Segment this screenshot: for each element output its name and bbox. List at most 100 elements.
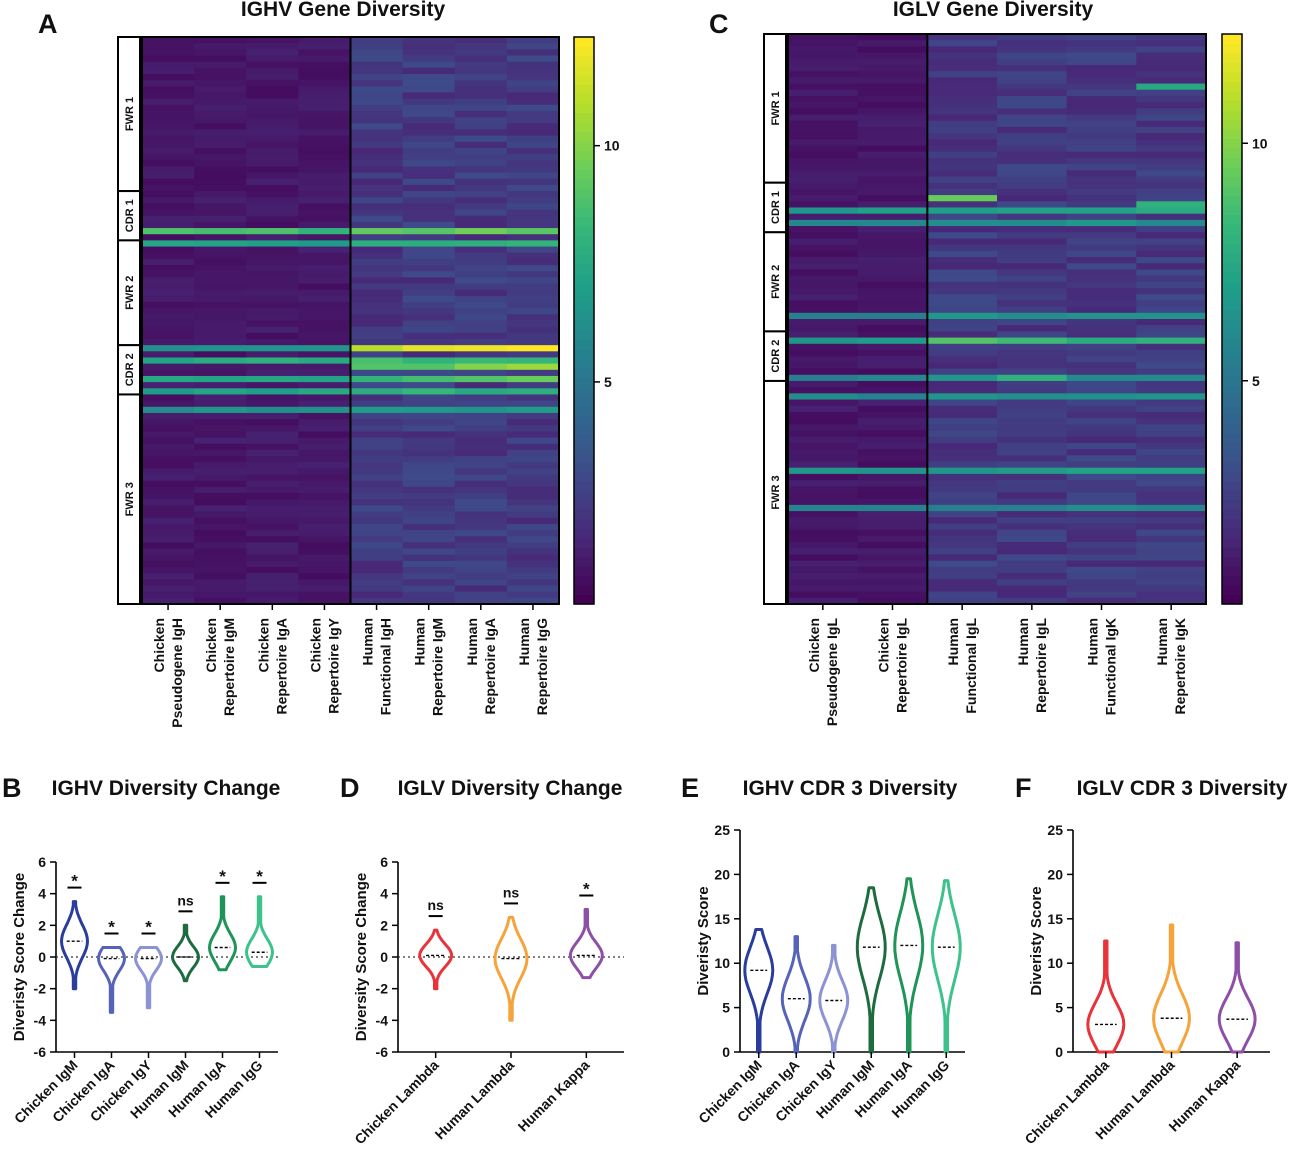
heatmap-cell (927, 349, 998, 357)
heatmap-cell (1066, 411, 1137, 419)
heatmap-cell (927, 288, 998, 295)
heatmap-cell (454, 73, 508, 81)
colorbar-segment (1222, 471, 1242, 482)
heatmap-cell (298, 493, 352, 500)
heatmap-cell (194, 308, 247, 315)
heatmap-cell (194, 505, 247, 513)
heatmap-cell (454, 160, 508, 168)
heatmap-cell (927, 40, 998, 47)
colorbar-segment (574, 415, 594, 426)
heatmap-cell (997, 114, 1068, 122)
heatmap-cell (454, 480, 508, 488)
region-label: FWR 1 (124, 97, 136, 131)
heatmap-cell (997, 591, 1068, 599)
heatmap-cell (857, 461, 928, 469)
colorbar-segment (574, 367, 594, 378)
heatmap-cell (298, 98, 352, 106)
heatmap-cell (402, 172, 456, 180)
heatmap-cell (506, 191, 560, 198)
heatmap-column-label: Chicken Repertoire IgA (255, 618, 289, 714)
heatmap-cell (927, 250, 998, 258)
heatmap-cell (402, 160, 456, 168)
heatmap-cell (1066, 349, 1137, 357)
heatmap-cell (927, 418, 998, 425)
heatmap-cell (997, 517, 1068, 525)
heatmap-cell (1136, 145, 1207, 153)
colorbar-segment (1222, 518, 1242, 529)
heatmap-cell (1136, 405, 1207, 413)
x-category-label: Chicken Lambda (351, 1057, 442, 1148)
heatmap-cell (1136, 244, 1207, 252)
heatmap-cell (246, 154, 299, 161)
heatmap-cell (454, 67, 508, 75)
heatmap-cell (142, 400, 195, 408)
heatmap-cell (997, 380, 1068, 388)
colorbar-segment (574, 273, 594, 284)
colorbar-a: 510 (573, 36, 620, 605)
heatmap-cell (142, 493, 195, 500)
heatmap-cell (298, 443, 352, 451)
heatmap-cell (246, 431, 299, 439)
heatmap-cell (246, 252, 299, 260)
heatmap-column-label: Chicken Repertoire IgY (307, 617, 341, 713)
heatmap-cell (788, 498, 859, 506)
heatmap-cell (298, 573, 352, 580)
heatmap-cell (402, 92, 456, 100)
heatmap-cell (402, 271, 456, 278)
heatmap-cell (246, 104, 299, 112)
heatmap-cell (506, 246, 560, 254)
heatmap-cell (454, 375, 508, 383)
heatmap-cell (997, 461, 1068, 469)
heatmap-cell (454, 462, 508, 470)
heatmap-cell (246, 228, 299, 235)
heatmap-cell (246, 456, 299, 463)
heatmap-cell (142, 351, 195, 359)
heatmap-cell (927, 399, 998, 407)
heatmap-cell (927, 436, 998, 444)
heatmap-cell (142, 542, 195, 550)
heatmap-cell (298, 449, 352, 457)
heatmap-cell (1066, 263, 1137, 271)
colorbar-segment (1222, 167, 1242, 178)
heatmap-cell (454, 80, 508, 87)
heatmap-cell (788, 64, 859, 72)
heatmap-cell (402, 154, 456, 161)
heatmap-cell (788, 542, 859, 549)
heatmap-cell (246, 234, 299, 241)
heatmap-cell (997, 449, 1068, 456)
heatmap-cell (788, 244, 859, 252)
heatmap-cell (1066, 498, 1137, 506)
heatmap-column-label: Human Repertoire IgA (464, 618, 498, 714)
heatmap-cell (857, 492, 928, 500)
heatmap-cell (194, 240, 247, 248)
heatmap-cell (298, 154, 352, 161)
heatmap-cell (1136, 548, 1207, 556)
panel-letter-c: C (709, 9, 729, 39)
heatmap-cell (350, 295, 404, 303)
heatmap-cell (1136, 529, 1207, 537)
heatmap-cell (788, 362, 859, 370)
heatmap-cell (506, 548, 560, 556)
heatmap-cell (402, 117, 456, 124)
heatmap-cell (927, 114, 998, 122)
colorbar-segment (574, 140, 594, 151)
heatmap-cell (1136, 467, 1207, 475)
heatmap-cell (857, 455, 928, 463)
heatmap-cell (246, 462, 299, 470)
heatmap-cell (857, 331, 928, 339)
colorbar-segment (574, 433, 594, 444)
heatmap-cell (506, 499, 560, 506)
heatmap-cell (402, 548, 456, 556)
heatmap-cell (1136, 511, 1207, 518)
heatmap-cell (142, 320, 195, 328)
heatmap-cell (142, 67, 195, 75)
colorbar-tick-label: 10 (604, 138, 620, 154)
colorbar-segment (1222, 499, 1242, 510)
heatmap-cell (788, 213, 859, 221)
y-tick-label: 0 (1055, 1044, 1063, 1060)
heatmap-cell (506, 412, 560, 420)
heatmap-cell (350, 511, 404, 519)
heatmap-cell (298, 536, 352, 543)
heatmap-cell (142, 591, 195, 599)
heatmap-cell (506, 49, 560, 57)
